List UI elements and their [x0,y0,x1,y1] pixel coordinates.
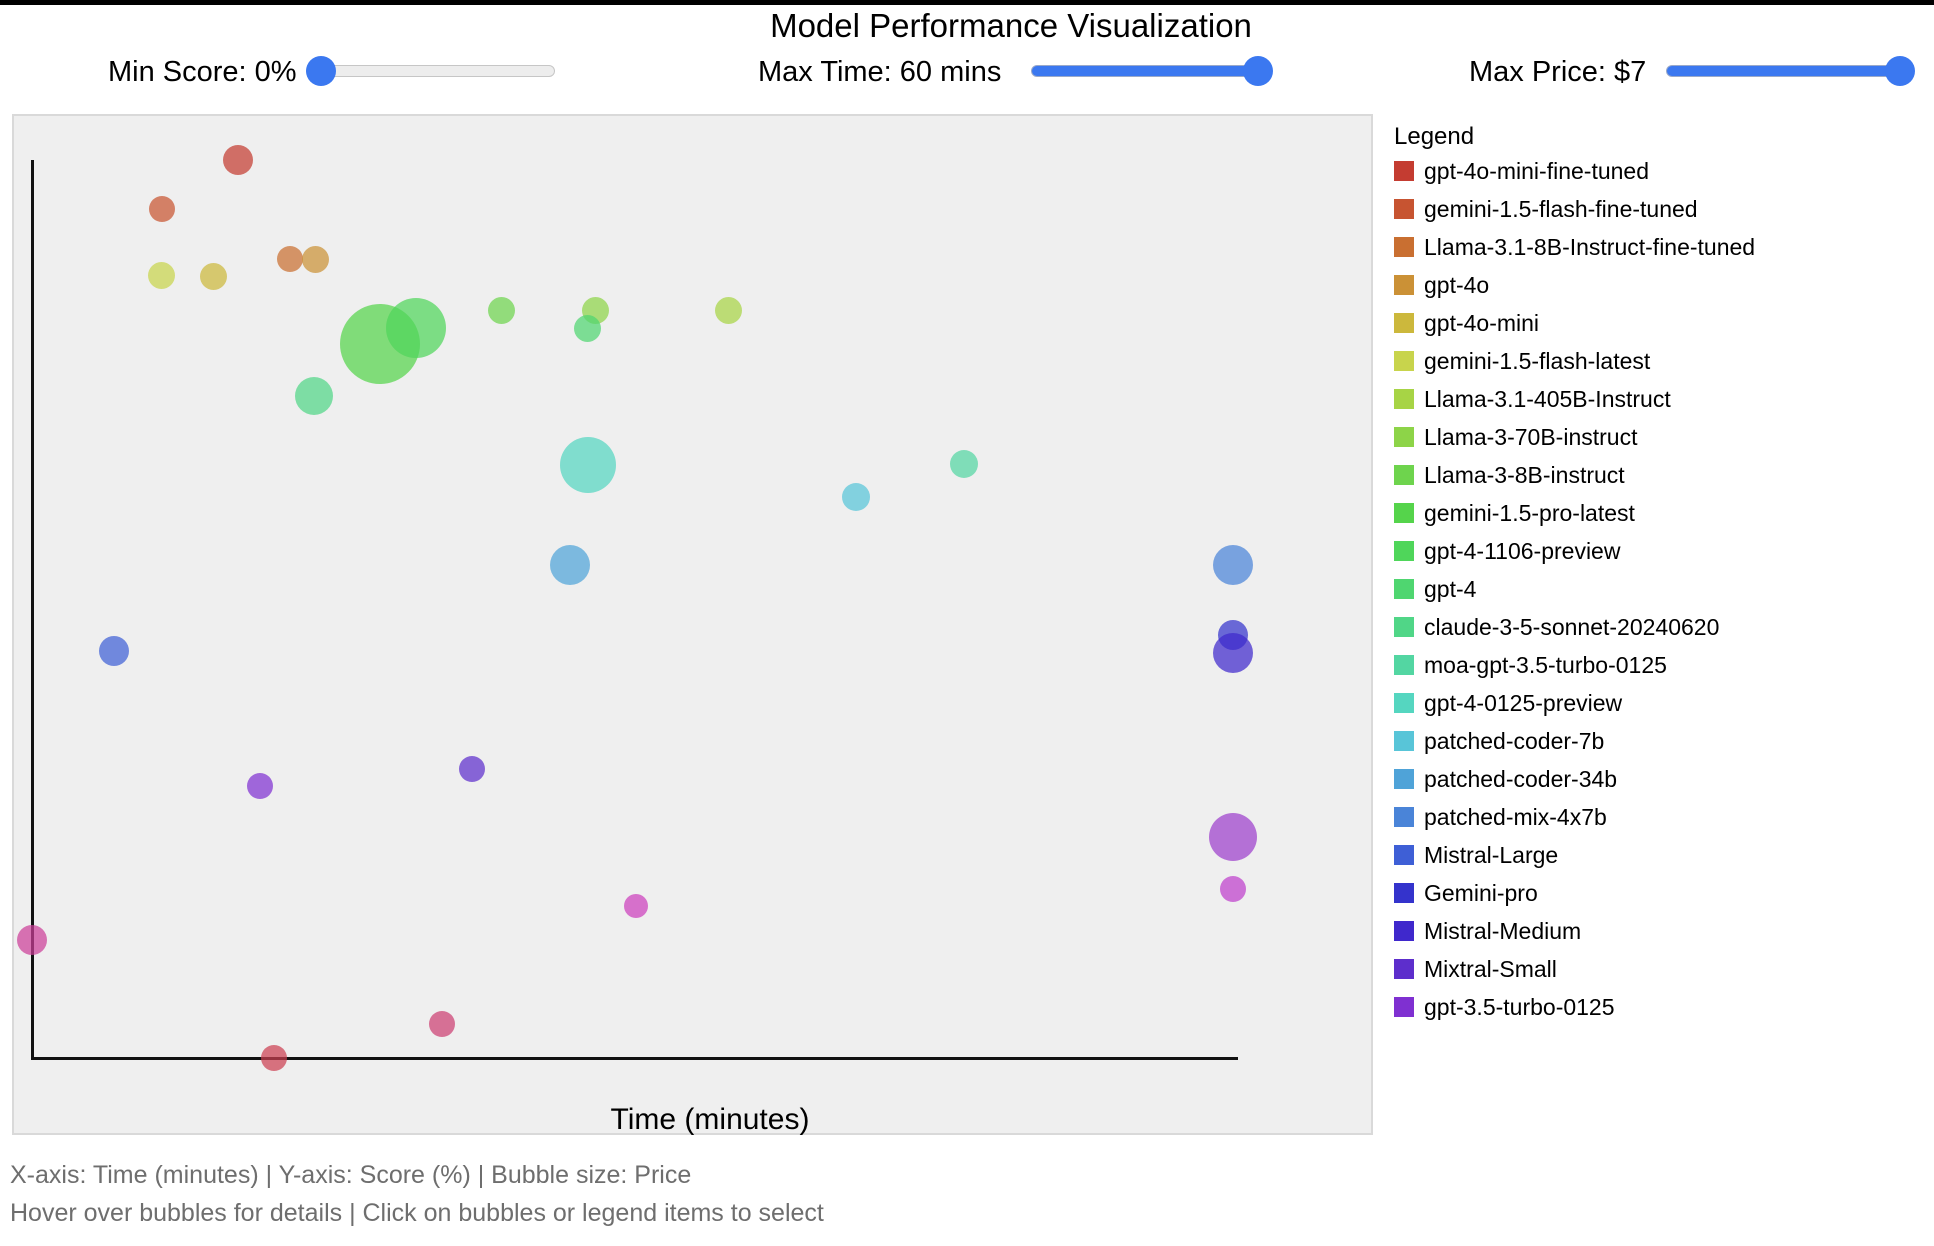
top-border-bar [0,0,1934,5]
legend-item-label: patched-coder-7b [1424,728,1605,754]
legend-swatch-icon [1394,617,1414,637]
legend-swatch-icon [1394,313,1414,333]
legend-swatch-icon [1394,769,1414,789]
legend-swatch-icon [1394,541,1414,561]
legend-item-label: Llama-3-70B-instruct [1424,424,1638,450]
x-axis-label: Time (minutes) [610,1103,810,1136]
bubble-point-26[interactable] [16,924,47,955]
legend-item-label: Llama-3.1-405B-Instruct [1424,386,1671,412]
bubble-Llama-3-8B-instruct[interactable] [488,296,516,324]
bubble-Mistral-Large[interactable] [98,635,129,666]
bubble-point-23[interactable] [1208,813,1257,862]
bubble-gpt-4o-mini[interactable] [200,262,228,290]
bubble-gemini-1.5-flash-latest[interactable] [148,261,176,289]
legend-item-label: patched-mix-4x7b [1424,804,1607,830]
legend-item-label: gpt-3.5-turbo-0125 [1424,994,1615,1020]
legend-swatch-icon [1394,503,1414,523]
legend-swatch-icon [1394,807,1414,827]
y-axis-line [31,160,34,1060]
bubble-gpt-3.5-turbo-0125[interactable] [246,773,273,800]
bubble-moa-gpt-3.5-turbo-0125[interactable] [950,449,979,478]
legend-swatch-icon [1394,351,1414,371]
legend-item-label: patched-coder-34b [1424,766,1618,792]
x-axis-line [31,1057,1238,1060]
legend-item-label: moa-gpt-3.5-turbo-0125 [1424,652,1667,678]
footer-hint: Hover over bubbles for details | Click o… [10,1199,824,1227]
bubble-Llama-3.1-8B-Instruct-fine-tuned[interactable] [276,246,303,273]
legend-swatch-icon [1394,161,1414,181]
bubble-Llama-3.1-405B-Instruct[interactable] [714,296,742,324]
legend-item-label: gpt-4-1106-preview [1424,538,1621,564]
legend-swatch-icon [1394,465,1414,485]
bubble-gpt-4[interactable] [574,314,602,342]
legend-swatch-icon [1394,579,1414,599]
bubble-chart-plot-area: Score (%) Time (minutes) [12,114,1373,1136]
legend-item-label: gpt-4-0125-preview [1424,690,1623,716]
bubble-point-25[interactable] [624,893,648,918]
legend-swatch-icon [1394,959,1414,979]
bubble-point-24[interactable] [1219,875,1246,902]
bubble-gpt-4o[interactable] [302,245,330,273]
max-price-label: Max Price: $7 [1469,56,1647,88]
legend-item-label: gemini-1.5-flash-latest [1424,348,1651,374]
legend-title: Legend [1394,123,1475,150]
bubble-point-28[interactable] [260,1044,287,1071]
max-time-label: Max Time: 60 mins [758,56,1002,88]
max-time-slider-thumb[interactable] [1243,56,1273,86]
min-score-label: Min Score: 0% [108,56,297,88]
max-price-slider-track[interactable] [1666,65,1908,77]
min-score-slider-thumb[interactable] [306,56,336,86]
legend-swatch-icon [1394,731,1414,751]
max-price-slider-thumb[interactable] [1885,56,1915,86]
page-title: Model Performance Visualization [770,7,1252,44]
legend-swatch-icon [1394,883,1414,903]
legend-item-label: Llama-3.1-8B-Instruct-fine-tuned [1424,234,1756,260]
legend-item-label: gpt-4o-mini [1424,310,1540,336]
bubble-point-27[interactable] [428,1011,455,1038]
legend-swatch-icon [1394,389,1414,409]
legend-swatch-icon [1394,275,1414,295]
legend-swatch-icon [1394,845,1414,865]
bubble-claude-3-5-sonnet-20240620[interactable] [294,376,333,415]
legend-swatch-icon [1394,199,1414,219]
max-time-slider-track[interactable] [1031,65,1271,77]
legend-swatch-icon [1394,693,1414,713]
legend-item-label: gpt-4o-mini-fine-tuned [1424,158,1650,184]
legend-item-label: Mistral-Medium [1424,918,1582,944]
min-score-slider-track[interactable] [306,65,555,77]
legend-swatch-icon [1394,997,1414,1017]
legend-item-label: gemini-1.5-flash-fine-tuned [1424,196,1698,222]
bubble-gpt-4o-mini-fine-tuned[interactable] [222,144,253,175]
legend-item-label: Mixtral-Small [1424,956,1557,982]
legend-item-label: claude-3-5-sonnet-20240620 [1424,614,1720,640]
bubble-patched-coder-7b[interactable] [842,483,871,512]
legend-item-label: gpt-4 [1424,576,1477,602]
bubble-gpt-4-0125-preview[interactable] [559,436,616,493]
bubble-gemini-1.5-flash-fine-tuned[interactable] [148,195,175,222]
bubble-patched-mix-4x7b[interactable] [1212,545,1253,586]
legend-swatch-icon [1394,427,1414,447]
legend-item-label: Llama-3-8B-instruct [1424,462,1625,488]
bubble-Mistral-Medium[interactable] [1212,632,1253,673]
legend-swatch-icon [1394,921,1414,941]
legend-swatch-icon [1394,237,1414,257]
legend-item-label: gemini-1.5-pro-latest [1424,500,1635,526]
legend-item-label: gpt-4o [1424,272,1490,298]
bubble-gpt-4-1106-preview[interactable] [385,298,446,359]
legend-swatch-icon [1394,655,1414,675]
footer-axis-info: X-axis: Time (minutes) | Y-axis: Score (… [10,1161,692,1189]
legend-item-label: Mistral-Large [1424,842,1559,868]
legend-item-label: Gemini-pro [1424,880,1538,906]
bubble-Mixtral-Small[interactable] [458,756,485,783]
bubble-patched-coder-34b[interactable] [549,545,590,586]
